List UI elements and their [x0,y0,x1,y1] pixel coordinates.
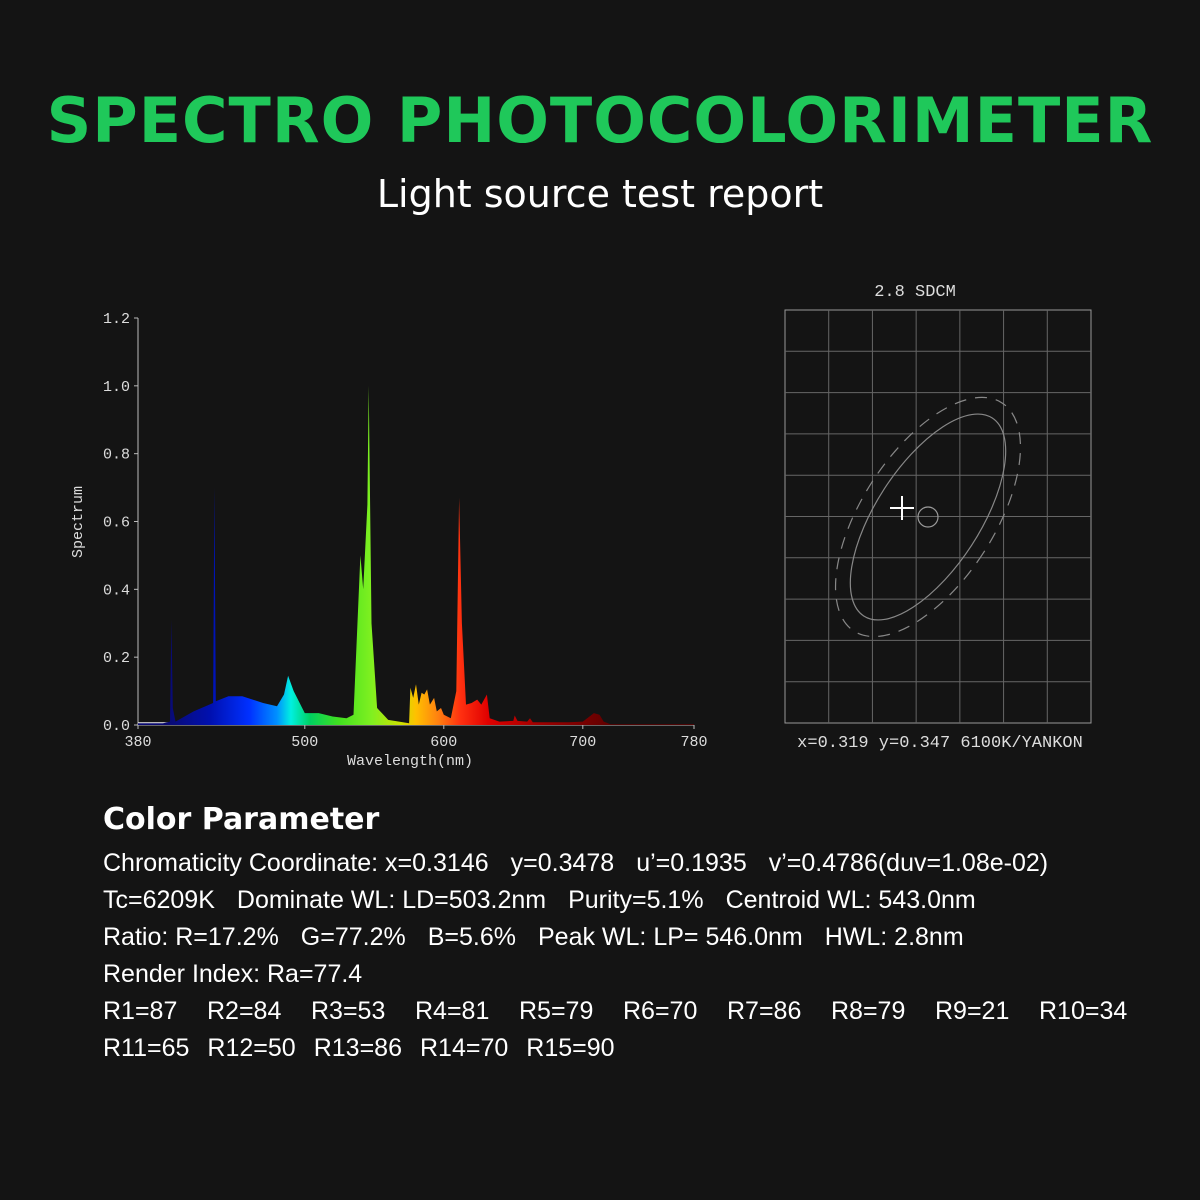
x-axis-label: Wavelength(nm) [347,753,473,770]
param-value: HWL: 2.8nm [824,923,964,951]
params-heading: Color Parameter [103,802,380,837]
render-index-value: R9=21 [935,997,1010,1025]
param-value: Dominate WL: LD=503.2nm [236,886,547,914]
param-line: Render Index: Ra=77.4 [103,956,1145,993]
render-index-value: R15=90 [526,1034,615,1062]
x-tick-label: 700 [569,734,596,751]
param-value: G=77.2% [300,923,406,951]
color-parameters: Color Parameter Chromaticity Coordinate:… [103,802,1145,1067]
x-tick-label: 500 [291,734,318,751]
render-values-row: R1=87 R2=84 R3=53 R4=81 R5=79 R6=70 R7=86 R8=79… [103,993,1145,1030]
page-title: SPECTRO PHOTOCOLORIMETER [46,84,1154,157]
render-index-value: R6=70 [623,997,698,1025]
spectrum-chart: 0.0 0.2 0.4 0.6 0.8 1.0 1.2 380 500 600 700 780 Wav… [70,311,708,770]
render-index-value: R4=81 [415,997,490,1025]
x-tick-label: 600 [430,734,457,751]
param-value: u’=0.1935 [636,849,747,877]
param-value: Centroid WL: 543.0nm [725,886,976,914]
chroma-footer: x=0.319 y=0.347 6100K/YANKON [797,734,1083,753]
y-tick-label: 1.0 [103,379,130,396]
sdcm-ellipses [834,396,1022,638]
param-value: Chromaticity Coordinate: x=0.3146 [103,849,489,877]
param-value: Render Index: Ra=77.4 [103,960,363,988]
param-value: Tc=6209K [103,886,215,914]
x-tick-label: 380 [124,734,151,751]
target-circle [917,506,939,528]
y-tick-label: 0.6 [103,515,130,532]
spectrum-area [138,385,694,725]
y-tick-label: 0.8 [103,447,130,464]
solid-ellipse [849,413,1007,621]
param-value: v’=0.4786(duv=1.08e-02) [768,849,1049,877]
x-tick-label: 780 [680,734,707,751]
param-line: Chromaticity Coordinate: x=0.3146 y=0.347… [103,845,1145,882]
y-tick-label: 0.4 [103,582,130,599]
chroma-grid [784,309,1092,724]
measured-cross-icon [890,496,914,520]
render-index-value: R10=34 [1039,997,1128,1025]
param-value: Purity=5.1% [568,886,704,914]
render-index-value: R12=50 [207,1034,296,1062]
chromaticity-plot: 2.8 SDCM x=0.319 y=0.347 6100K/YANKON [784,283,1092,753]
render-index-value: R3=53 [311,997,386,1025]
y-tick-label: 0.0 [103,718,130,735]
render-index-value: R8=79 [831,997,906,1025]
render-index-value: R11=65 [103,1034,190,1062]
y-tick-label: 0.2 [103,650,130,667]
render-index-value: R7=86 [727,997,802,1025]
y-axis-label: Spectrum [70,486,87,558]
param-line: Ratio: R=17.2% G=77.2% B=5.6% Peak WL: LP= … [103,919,1145,956]
param-value: y=0.3478 [510,849,615,877]
spectrum-axes: 0.0 0.2 0.4 0.6 0.8 1.0 1.2 380 500 600 700 780 [103,311,708,751]
y-tick-label: 1.2 [103,311,130,328]
param-line: Tc=6209K Dominate WL: LD=503.2nm Purity=5.… [103,882,1145,919]
param-value: Ratio: R=17.2% [103,923,279,951]
render-index-value: R5=79 [519,997,594,1025]
render-index-value: R1=87 [103,997,178,1025]
render-index-value: R13=86 [313,1034,402,1062]
page-subtitle: Light source test report [376,172,824,216]
sdcm-label: 2.8 SDCM [874,283,956,302]
render-index-value: R2=84 [207,997,282,1025]
render-values-row: R11=65 R12=50 R13=86 R14=70 R15=90 [103,1030,1145,1067]
param-value: B=5.6% [427,923,516,951]
render-index-value: R14=70 [419,1034,509,1062]
dashed-ellipse [834,396,1022,638]
param-value: Peak WL: LP= 546.0nm [538,923,803,951]
